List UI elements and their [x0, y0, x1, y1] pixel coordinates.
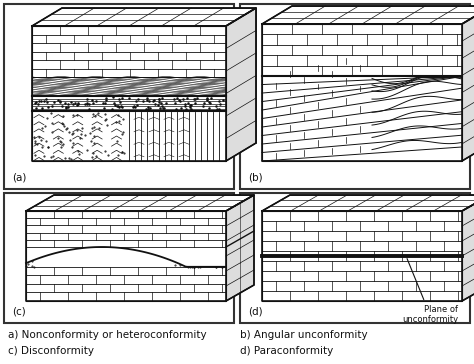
Polygon shape — [226, 8, 256, 161]
Text: a) Nonconformity or heteroconformity: a) Nonconformity or heteroconformity — [8, 330, 207, 340]
Bar — [4, 4, 234, 189]
Polygon shape — [26, 195, 254, 211]
Polygon shape — [262, 6, 474, 24]
Bar — [240, 193, 470, 323]
Polygon shape — [462, 6, 474, 161]
Polygon shape — [262, 195, 474, 211]
Polygon shape — [26, 211, 226, 301]
Text: (b): (b) — [248, 173, 263, 183]
Polygon shape — [462, 195, 474, 301]
Polygon shape — [32, 26, 226, 161]
Bar — [240, 4, 470, 189]
Text: Plane of
unconformity: Plane of unconformity — [402, 258, 458, 324]
Text: c) Disconformity: c) Disconformity — [8, 346, 94, 356]
Bar — [4, 193, 234, 323]
Polygon shape — [262, 211, 462, 301]
Polygon shape — [262, 24, 462, 161]
Text: d) Paraconformity: d) Paraconformity — [240, 346, 333, 356]
Text: b) Angular unconformity: b) Angular unconformity — [240, 330, 368, 340]
Text: (c): (c) — [12, 307, 26, 317]
Polygon shape — [226, 195, 254, 301]
Text: (d): (d) — [248, 307, 263, 317]
Polygon shape — [32, 8, 256, 26]
Text: (a): (a) — [12, 173, 27, 183]
